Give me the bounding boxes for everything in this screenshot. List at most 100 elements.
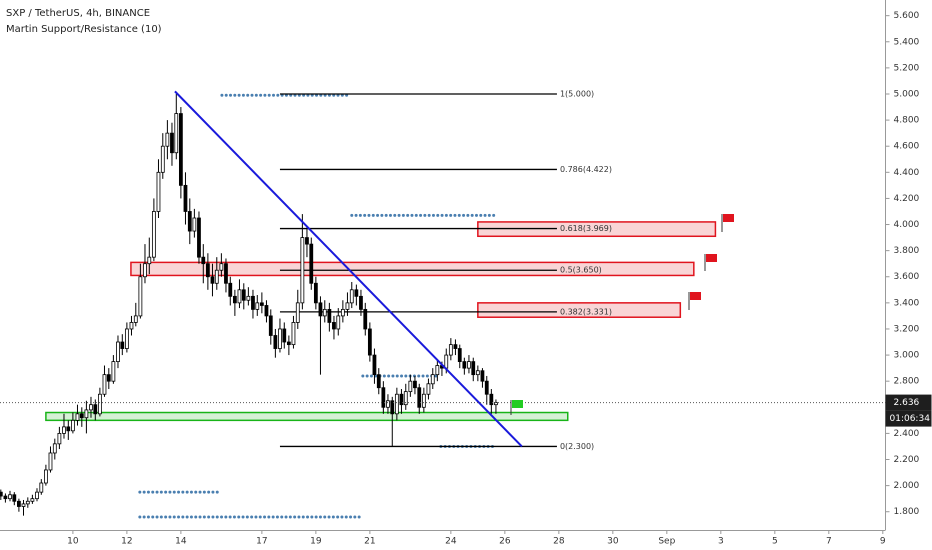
candle-body (97, 393, 102, 415)
candle-body (133, 315, 138, 323)
fib-label: 0(2.300) (560, 442, 594, 451)
candle-body (291, 322, 296, 346)
candle-body (241, 289, 246, 301)
x-tick-label: 10 (67, 537, 79, 547)
candle-body (480, 370, 485, 382)
candle-body (430, 374, 435, 385)
x-tick-label: 7 (826, 537, 832, 547)
flag (510, 400, 523, 415)
candle-body (156, 171, 161, 212)
y-tick-label: 5.000 (894, 89, 920, 99)
candle-body (52, 443, 57, 454)
flag (721, 214, 734, 232)
candle-body (116, 341, 120, 363)
candle-body (71, 419, 75, 432)
candle-body (484, 380, 489, 395)
candle-body (197, 217, 201, 258)
candle-body (228, 282, 233, 297)
candle-body (475, 370, 480, 376)
y-tick-label: 4.400 (894, 168, 920, 178)
candle-body (48, 452, 53, 471)
candle-body (273, 335, 278, 349)
candle-body (151, 211, 156, 258)
candle-body (435, 365, 440, 376)
candle-body (17, 500, 21, 507)
flag (704, 254, 717, 271)
x-tick-label: 24 (445, 537, 457, 547)
candle-body (187, 211, 192, 232)
candle-body (12, 494, 17, 502)
candle-body (232, 295, 237, 304)
y-tick-label: 4.800 (894, 116, 920, 126)
candle-body (413, 380, 417, 389)
fib-label: 0.786(4.422) (560, 165, 612, 174)
candle-body (300, 237, 305, 304)
candle-body (246, 295, 251, 301)
candle-body (332, 322, 336, 330)
candle-body (174, 113, 179, 154)
candle-body (268, 315, 273, 336)
y-tick-label: 2.400 (894, 429, 920, 439)
candle-body (75, 413, 80, 421)
candle-body (318, 302, 323, 317)
candle-body (345, 302, 350, 310)
x-tick-label: 21 (364, 537, 375, 547)
candle-body (327, 308, 332, 323)
candle-body (286, 341, 291, 346)
candle-body (62, 426, 66, 434)
y-tick-label: 2.000 (894, 481, 920, 491)
fib-label: 0.382(3.331) (560, 307, 612, 316)
candle-body (79, 413, 84, 419)
zone-box (477, 302, 682, 318)
y-tick-label: 3.600 (894, 272, 920, 282)
candle-body (183, 184, 188, 212)
y-tick-label: 5.200 (894, 63, 920, 73)
y-tick-label: 1.800 (894, 507, 920, 517)
candle-body (210, 276, 215, 284)
candle-body (25, 500, 30, 505)
candle-body (282, 328, 287, 343)
chart-title: SXP / TetherUS, 4h, BINANCE (6, 8, 150, 19)
candle-body (264, 305, 269, 317)
x-tick-label: 26 (499, 537, 511, 547)
y-tick-label: 5.600 (894, 11, 920, 21)
candle-body (372, 354, 377, 376)
candle-body (453, 344, 458, 349)
indicator-name: Martin Support/Resistance (10) (6, 24, 162, 35)
candle-body (467, 361, 471, 369)
candle-body (313, 282, 318, 304)
candle-body (309, 243, 314, 284)
candle-body (349, 289, 354, 304)
candle-body (340, 308, 345, 317)
candle-body (129, 322, 134, 330)
x-tick-label: 17 (256, 537, 267, 547)
candle-body (322, 308, 327, 317)
candle-body (0, 491, 3, 497)
fib-label: 0.5(3.650) (560, 266, 602, 275)
candle-body (57, 432, 62, 445)
candle-body (147, 256, 152, 265)
countdown-tag (885, 410, 932, 427)
candle-body (363, 308, 368, 330)
candle-body (8, 494, 12, 500)
y-tick-label: 3.200 (894, 324, 920, 334)
trend-line (174, 90, 523, 448)
candle-body (219, 263, 224, 271)
y-tick-label: 2.800 (894, 377, 920, 387)
fib-label: 0.618(3.969) (560, 224, 612, 233)
y-tick-label: 2.200 (894, 455, 920, 465)
candle-body (408, 380, 413, 393)
y-tick-label: 4.200 (894, 194, 920, 204)
candle-body (444, 354, 449, 369)
candle-body (201, 256, 206, 265)
candle-body (106, 374, 111, 382)
y-tick-label: 4.600 (894, 142, 920, 152)
countdown-label: 01:06:34 (890, 414, 931, 424)
candle-body (376, 374, 381, 389)
candle-body (66, 426, 71, 432)
candle-body (138, 276, 143, 317)
candle-body (237, 289, 242, 304)
candle-body (359, 295, 363, 310)
last-price-tag (885, 394, 932, 411)
